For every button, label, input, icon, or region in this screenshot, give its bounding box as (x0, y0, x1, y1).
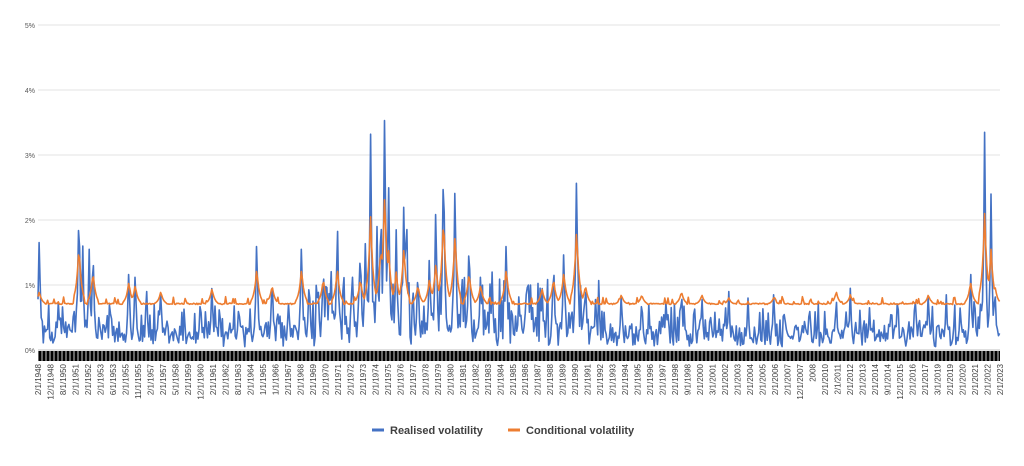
x-tick-label: 2/1/1982 (471, 363, 480, 395)
x-tick-label: 2/1/1969 (309, 363, 318, 395)
x-tick-label: 2/1/2020 (959, 363, 968, 395)
x-tick-label: 2/1/2005 (759, 363, 768, 395)
legend-label-realised: Realised volatility (390, 425, 484, 437)
y-tick-label: 5% (25, 23, 35, 30)
x-tick-label: 2/1/1973 (359, 363, 368, 395)
x-tick-label: 11/1/1955 (134, 363, 143, 399)
x-tick-label: 2/1/1988 (546, 363, 555, 395)
x-tick-label: 2/1/1952 (84, 363, 93, 395)
x-tick-label: 2/1/1992 (596, 363, 605, 395)
x-tick-label: 6/1/1953 (109, 363, 118, 395)
x-tick-label: 2/1/1961 (209, 363, 218, 395)
legend-label-conditional: Conditional volatility (526, 425, 635, 437)
y-axis-ticks: 0% 1% 2% 3% 4% 5% (25, 23, 35, 355)
x-tick-label: 2/1/2007 (784, 363, 793, 395)
x-tick-label: 2008 (809, 363, 818, 381)
x-tick-label: 9/1/1998 (684, 363, 693, 395)
x-tick-label: 2/1/1986 (521, 363, 530, 395)
x-tick-label: 2/1/2021 (971, 363, 980, 395)
y-tick-label: 2% (25, 218, 35, 225)
x-tick-label: 1/1/1965 (259, 363, 268, 395)
x-tick-label: 2/1/1957 (159, 363, 168, 395)
x-tick-label: 2/1/1972 (346, 363, 355, 395)
x-tick-label: 2/1/1975 (384, 363, 393, 395)
x-tick-label: 8/1/1963 (234, 363, 243, 395)
x-tick-label: 2/1/1977 (409, 363, 418, 395)
x-tick-label: 8/1/1950 (59, 363, 68, 395)
x-tick-label: 2/1/1971 (334, 363, 343, 395)
x-tick-label: 2/1/2016 (909, 363, 918, 395)
x-tick-label: 2/1/1953 (97, 363, 106, 395)
x-tick-label: 2/1/2010 (821, 363, 830, 395)
x-tick-label: 2/1/1976 (396, 363, 405, 395)
x-tick-label: 2/1/2019 (946, 363, 955, 395)
x-tick-label: 2/1/1997 (659, 363, 668, 395)
legend: Realised volatility Conditional volatili… (372, 425, 635, 437)
x-tick-label: 3/1/2019 (934, 363, 943, 395)
x-tick-label: 12/1/1960 (196, 363, 205, 399)
x-tick-label: 2/1/1994 (621, 363, 630, 395)
x-tick-label: 2/1/1979 (434, 363, 443, 395)
x-tick-label: 12/1/2007 (796, 363, 805, 399)
x-tick-label: 2/1/2003 (734, 363, 743, 395)
x-tick-label: 2/1/1984 (496, 363, 505, 395)
x-tick-label: 9/1/2014 (884, 363, 893, 395)
x-tick-label: 2/1/1985 (509, 363, 518, 395)
x-tick-label: 2/1/1998 (671, 363, 680, 395)
x-tick-label: 2/1/1983 (484, 363, 493, 395)
x-tick-label: 2/1/1996 (646, 363, 655, 395)
x-tick-label: 2/1/1964 (246, 363, 255, 395)
x-tick-label: 2/1/1989 (559, 363, 568, 395)
x-tick-label: 5/1/1958 (171, 363, 180, 395)
y-tick-label: 0% (25, 348, 35, 355)
x-tick-label: 2/1/1990 (571, 363, 580, 395)
x-tick-label: 2/1/2014 (871, 363, 880, 395)
series-line-realised-volatility (37, 119, 1001, 348)
x-tick-label: 2/1/2012 (846, 363, 855, 395)
x-tick-label: 1/1/1966 (271, 363, 280, 395)
x-axis: 2/1/1948 12/1/1948 8/1/1950 2/1/1951 2/1/195… (34, 351, 1005, 400)
x-tick-label: 2/1/1970 (321, 363, 330, 395)
x-tick-label: 2/1/2004 (746, 363, 755, 395)
x-tick-label: 2/1/1995 (634, 363, 643, 395)
gridlines (38, 24, 1000, 351)
x-tick-label: 2/1/1991 (584, 363, 593, 395)
x-tick-label: 2/1/1962 (221, 363, 230, 395)
x-tick-label: 2/1/1978 (421, 363, 430, 395)
x-tick-label: 2/1/2000 (696, 363, 705, 395)
x-tick-label: 2/1/1981 (459, 363, 468, 395)
series-line-conditional-volatility (37, 199, 1001, 306)
y-tick-label: 4% (25, 88, 35, 95)
x-tick-label: 2/1/2006 (771, 363, 780, 395)
x-tick-label: 12/1/1948 (47, 363, 56, 399)
x-tick-label: 2/1/1968 (296, 363, 305, 395)
x-tick-label: 2/1/2011 (834, 363, 843, 394)
x-tick-label: 2/1/2023 (996, 363, 1005, 395)
series-layer (37, 119, 1001, 348)
x-tick-label: 2/1/1980 (446, 363, 455, 395)
x-tick-label: 2/1/2022 (984, 363, 993, 395)
x-tick-label: 2/1/1955 (122, 363, 131, 395)
x-tick-label: 2/1/2013 (859, 363, 868, 395)
y-tick-label: 3% (25, 153, 35, 160)
x-tick-label: 2/1/1948 (34, 363, 43, 395)
x-tick-label: 2/1/2017 (921, 363, 930, 395)
x-tick-label: 2/1/1951 (72, 363, 81, 395)
x-tick-label: 2/1/1957 (146, 363, 155, 395)
x-tick-label: 2/1/1967 (284, 363, 293, 395)
x-tick-label: 2/1/1974 (371, 363, 380, 395)
x-tick-label: 2/1/1959 (184, 363, 193, 395)
x-tick-label: 3/1/2001 (709, 363, 718, 395)
x-tick-label: 12/1/2015 (896, 363, 905, 399)
x-tick-label: 2/1/2002 (721, 363, 730, 395)
y-tick-label: 1% (25, 283, 35, 290)
x-tick-label: 2/1/1993 (609, 363, 618, 395)
x-axis-tick-band (38, 351, 1000, 361)
x-tick-label: 2/1/1987 (534, 363, 543, 395)
